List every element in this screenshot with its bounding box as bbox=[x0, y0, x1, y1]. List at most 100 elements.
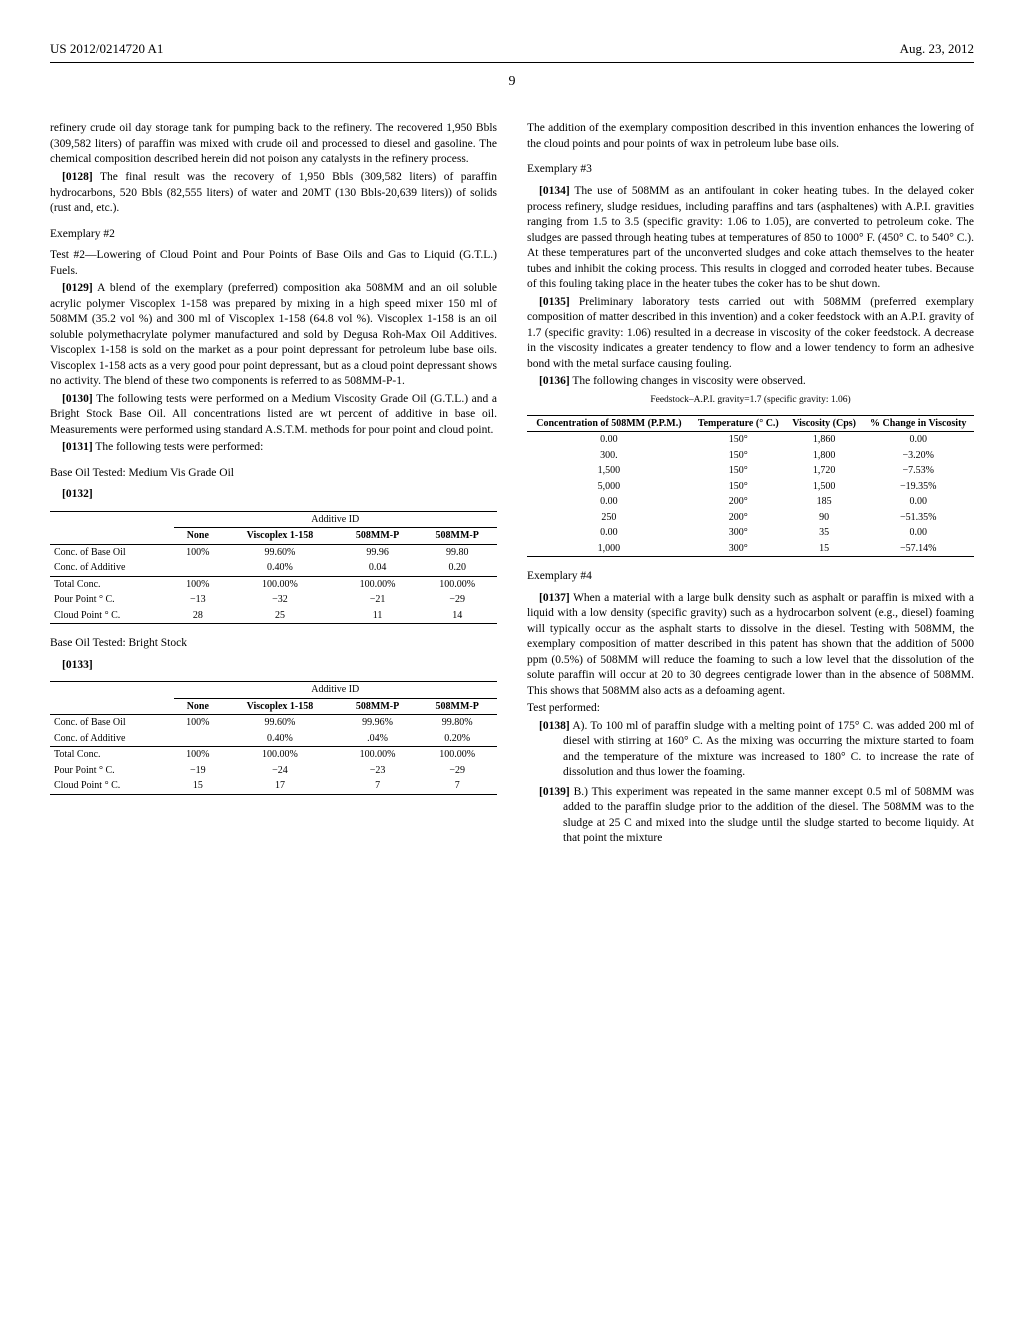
cell: 0.20 bbox=[417, 560, 497, 576]
right-intro-paragraph: The addition of the exemplary compositio… bbox=[527, 121, 974, 152]
cell: 100% bbox=[174, 544, 223, 560]
cell: 100.00% bbox=[417, 576, 497, 592]
cell: 15 bbox=[786, 541, 863, 557]
para-num: [0139] bbox=[539, 786, 570, 798]
cell: 0.00 bbox=[862, 432, 974, 448]
table1-col1: None bbox=[174, 528, 223, 545]
cell: 150° bbox=[691, 463, 786, 479]
cell: 17 bbox=[222, 778, 338, 794]
cell: 185 bbox=[786, 494, 863, 510]
table1-col4: 508MM-P bbox=[417, 528, 497, 545]
cell: −13 bbox=[174, 592, 223, 608]
table2-title: Base Oil Tested: Bright Stock bbox=[50, 636, 497, 652]
exemplary-2-title: Exemplary #2 bbox=[50, 227, 497, 243]
para-num: [0128] bbox=[62, 171, 93, 183]
cell: .04% bbox=[338, 731, 418, 747]
cell: 150° bbox=[691, 448, 786, 464]
para-num: [0135] bbox=[539, 296, 570, 308]
cell: 300. bbox=[527, 448, 691, 464]
cell: 0.00 bbox=[527, 432, 691, 448]
para-0129: [0129] A blend of the exemplary (preferr… bbox=[50, 281, 497, 390]
para-0136: [0136] The following changes in viscosit… bbox=[527, 374, 974, 390]
para-text: A blend of the exemplary (preferred) com… bbox=[50, 282, 497, 387]
cell: −24 bbox=[222, 763, 338, 779]
table2-col2: Viscoplex 1-158 bbox=[222, 698, 338, 715]
para-0130: [0130] The following tests were performe… bbox=[50, 392, 497, 439]
cell: Total Conc. bbox=[50, 747, 174, 763]
cell: −23 bbox=[338, 763, 418, 779]
para-text: The use of 508MM as an antifoulant in co… bbox=[527, 185, 974, 290]
cell: 99.60% bbox=[222, 715, 338, 731]
cell: 99.80% bbox=[417, 715, 497, 731]
table1-col3: 508MM-P bbox=[338, 528, 418, 545]
cell: 1,720 bbox=[786, 463, 863, 479]
cell: 0.04 bbox=[338, 560, 418, 576]
t3-col1: Temperature (° C.) bbox=[691, 415, 786, 432]
table3-caption: Feedstock–A.P.I. gravity=1.7 (specific g… bbox=[527, 394, 974, 407]
cell: Conc. of Additive bbox=[50, 560, 174, 576]
cell: 100% bbox=[174, 715, 223, 731]
cell: Cloud Point ° C. bbox=[50, 608, 174, 624]
cell bbox=[174, 560, 223, 576]
page-number: 9 bbox=[50, 73, 974, 92]
cell: 100.00% bbox=[417, 747, 497, 763]
cell: 7 bbox=[338, 778, 418, 794]
cell: 100.00% bbox=[338, 576, 418, 592]
cell: −51.35% bbox=[862, 510, 974, 526]
table1-col2: Viscoplex 1-158 bbox=[222, 528, 338, 545]
para-text: Preliminary laboratory tests carried out… bbox=[527, 296, 974, 370]
cell: 99.80 bbox=[417, 544, 497, 560]
para-text: B.) This experiment was repeated in the … bbox=[563, 786, 974, 845]
body-columns: refinery crude oil day storage tank for … bbox=[50, 121, 974, 850]
exemplary-3-title: Exemplary #3 bbox=[527, 162, 974, 178]
para-num: [0130] bbox=[62, 393, 93, 405]
table-viscosity: Concentration of 508MM (P.P.M.) Temperat… bbox=[527, 415, 974, 558]
para-num: [0129] bbox=[62, 282, 93, 294]
cell: 99.96 bbox=[338, 544, 418, 560]
cell: 28 bbox=[174, 608, 223, 624]
table-bright-stock: Additive ID None Viscoplex 1-158 508MM-P… bbox=[50, 681, 497, 795]
para-0133: [0133] bbox=[50, 658, 497, 674]
cell: Pour Point ° C. bbox=[50, 763, 174, 779]
para-text: The following tests were performed on a … bbox=[50, 393, 497, 436]
table2-col4: 508MM-P bbox=[417, 698, 497, 715]
cell: Conc. of Base Oil bbox=[50, 715, 174, 731]
right-column: The addition of the exemplary compositio… bbox=[527, 121, 974, 850]
cell: 5,000 bbox=[527, 479, 691, 495]
cell: −19.35% bbox=[862, 479, 974, 495]
test-performed-label: Test performed: bbox=[527, 701, 974, 717]
para-num: [0136] bbox=[539, 375, 570, 387]
para-num: [0132] bbox=[62, 488, 93, 500]
cell: 0.00 bbox=[527, 494, 691, 510]
cell: 90 bbox=[786, 510, 863, 526]
cell: Pour Point ° C. bbox=[50, 592, 174, 608]
t3-col2: Viscosity (Cps) bbox=[786, 415, 863, 432]
cell: 200° bbox=[691, 494, 786, 510]
table2-col1: None bbox=[174, 698, 223, 715]
cell: 0.00 bbox=[862, 525, 974, 541]
publication-number: US 2012/0214720 A1 bbox=[50, 40, 163, 58]
para-num: [0138] bbox=[539, 720, 570, 732]
cell: 100% bbox=[174, 747, 223, 763]
para-num: [0133] bbox=[62, 659, 93, 671]
cell: Total Conc. bbox=[50, 576, 174, 592]
cell: 0.40% bbox=[222, 560, 338, 576]
cell: 0.40% bbox=[222, 731, 338, 747]
cell: 150° bbox=[691, 479, 786, 495]
cell: 100.00% bbox=[222, 747, 338, 763]
cell: Conc. of Base Oil bbox=[50, 544, 174, 560]
para-0131: [0131] The following tests were performe… bbox=[50, 440, 497, 456]
cell: 99.96% bbox=[338, 715, 418, 731]
para-text: The following tests were performed: bbox=[95, 441, 263, 453]
table2-col3: 508MM-P bbox=[338, 698, 418, 715]
cell: Conc. of Additive bbox=[50, 731, 174, 747]
para-num: [0131] bbox=[62, 441, 93, 453]
para-text: A). To 100 ml of paraffin sludge with a … bbox=[563, 720, 974, 779]
cell: 11 bbox=[338, 608, 418, 624]
para-0128: [0128] The final result was the recovery… bbox=[50, 170, 497, 217]
left-column: refinery crude oil day storage tank for … bbox=[50, 121, 497, 850]
cell: 150° bbox=[691, 432, 786, 448]
para-0132: [0132] bbox=[50, 487, 497, 503]
publication-date: Aug. 23, 2012 bbox=[900, 40, 974, 58]
cell: 0.20% bbox=[417, 731, 497, 747]
